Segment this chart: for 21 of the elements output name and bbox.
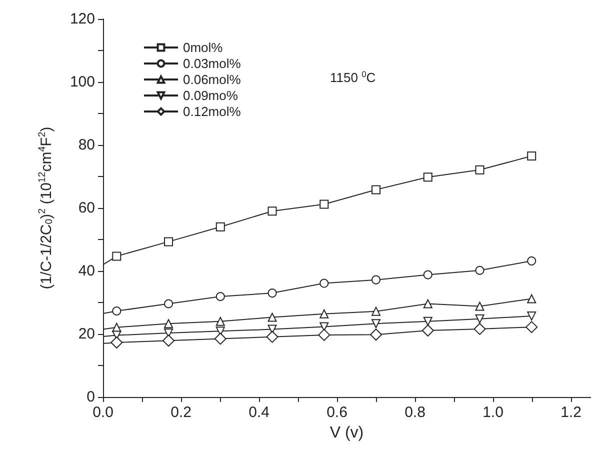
legend-label: 0.09mo% bbox=[183, 88, 238, 103]
y-tick-label: 60 bbox=[78, 200, 95, 216]
legend-label: 0.06mol% bbox=[183, 72, 242, 87]
x-tick-label: 0.6 bbox=[326, 404, 348, 421]
y-tick-label: 80 bbox=[78, 136, 95, 154]
x-tick-label: 1.0 bbox=[482, 404, 504, 421]
x-tick-label: 0.4 bbox=[248, 404, 270, 421]
legend-label: 0.03mol% bbox=[183, 56, 242, 71]
y-tick-label: 100 bbox=[70, 74, 95, 90]
x-axis-title: V (v) bbox=[330, 424, 364, 442]
y-tick-label: 0 bbox=[86, 388, 95, 406]
x-tick-label: 0.2 bbox=[170, 404, 192, 421]
legend-label: 0mol% bbox=[183, 40, 224, 55]
y-tick-label: 120 bbox=[70, 10, 95, 28]
x-tick-label: 0.0 bbox=[92, 404, 114, 421]
text: (1/C-1/2C0)2 (1012cm4F2) bbox=[37, 126, 55, 290]
x-tick-label: 0.8 bbox=[404, 404, 426, 421]
y-tick-label: 40 bbox=[78, 262, 95, 280]
x-tick-label: 1.2 bbox=[560, 404, 582, 421]
y-tick-label: 20 bbox=[78, 326, 95, 342]
legend-label: 0.12mol% bbox=[183, 104, 242, 119]
